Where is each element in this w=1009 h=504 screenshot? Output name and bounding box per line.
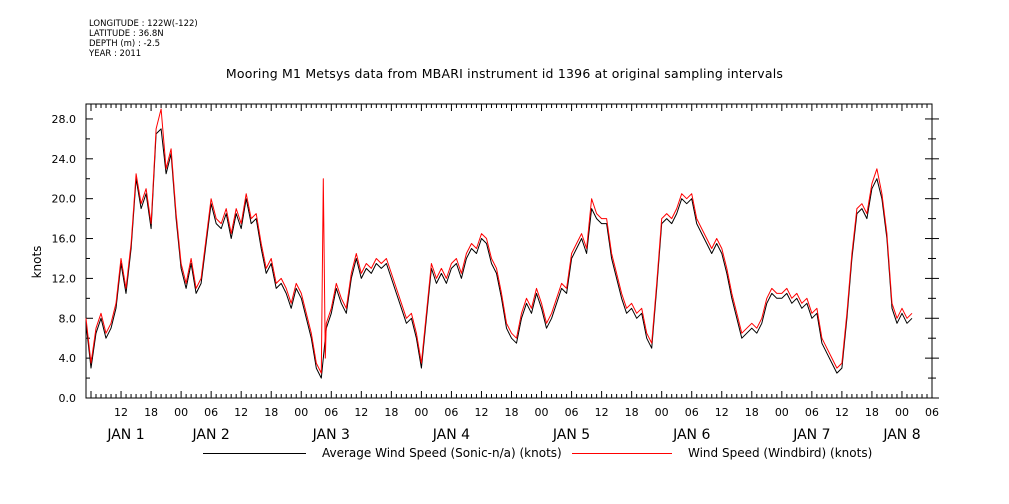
series-line-windbird-wind-speed [85,108,913,374]
legend-label-average: Average Wind Speed (Sonic-n/a) (knots) [322,446,562,460]
station-metadata: LONGITUDE : 122W(-122) LATITUDE : 36.8N … [89,19,198,59]
x-day-label: JAN 4 [432,427,470,443]
x-tick-label: 00 [775,406,789,419]
x-day-label: JAN 7 [792,427,830,443]
meta-longitude: LONGITUDE : 122W(-122) [89,19,198,29]
y-tick-label: 12.0 [52,272,77,285]
y-tick-label: 8.0 [59,312,77,325]
x-tick-label: 12 [474,406,488,419]
x-tick-label: 18 [264,406,278,419]
x-day-label: JAN 2 [191,427,229,443]
x-tick-label: 12 [595,406,609,419]
x-tick-label: 18 [505,406,519,419]
x-tick-label: 00 [174,406,188,419]
x-tick-label: 06 [805,406,819,419]
plot-frame [85,103,933,399]
x-tick-label: 00 [895,406,909,419]
x-tick-label: 12 [114,406,128,419]
y-tick-label: 28.0 [52,113,77,126]
x-tick-label: 00 [655,406,669,419]
x-day-label: JAN 3 [312,427,350,443]
y-tick-label: 16.0 [52,233,77,246]
x-tick-label: 12 [234,406,248,419]
meta-year: YEAR : 2011 [89,49,142,59]
meta-depth: DEPTH (m) : -2.5 [89,39,161,49]
x-tick-label: 18 [865,406,879,419]
x-day-label: JAN 5 [552,427,590,443]
x-tick-label: 06 [324,406,338,419]
x-day-label: JAN 6 [672,427,710,443]
x-tick-label: 06 [685,406,699,419]
legend-label-windbird: Wind Speed (Windbird) (knots) [688,446,873,460]
y-tick-label: 24.0 [52,153,77,166]
x-day-label: JAN 8 [882,427,920,443]
y-axis-label: knots [30,246,44,279]
x-tick-label: 06 [444,406,458,419]
x-tick-label: 06 [204,406,218,419]
x-tick-label: 12 [835,406,849,419]
legend-line-average [203,453,306,454]
meta-latitude: LATITUDE : 36.8N [89,29,164,39]
x-tick-label: 12 [715,406,729,419]
x-tick-label: 18 [625,406,639,419]
x-tick-label: 12 [354,406,368,419]
x-tick-label: 06 [565,406,579,419]
chart-title: Mooring M1 Metsys data from MBARI instru… [225,66,784,81]
x-tick-label: 18 [144,406,158,419]
x-tick-label: 00 [414,406,428,419]
x-tick-label: 00 [294,406,308,419]
series-line-average-wind-speed [85,128,913,379]
y-tick-label: 0.0 [59,392,77,405]
y-tick-label: 4.0 [59,352,77,365]
legend-line-windbird [572,453,672,454]
x-tick-label: 00 [535,406,549,419]
x-tick-label: 18 [745,406,759,419]
x-tick-label: 06 [925,406,939,419]
x-tick-label: 18 [384,406,398,419]
x-day-label: JAN 1 [106,427,144,443]
y-tick-label: 20.0 [52,193,77,206]
